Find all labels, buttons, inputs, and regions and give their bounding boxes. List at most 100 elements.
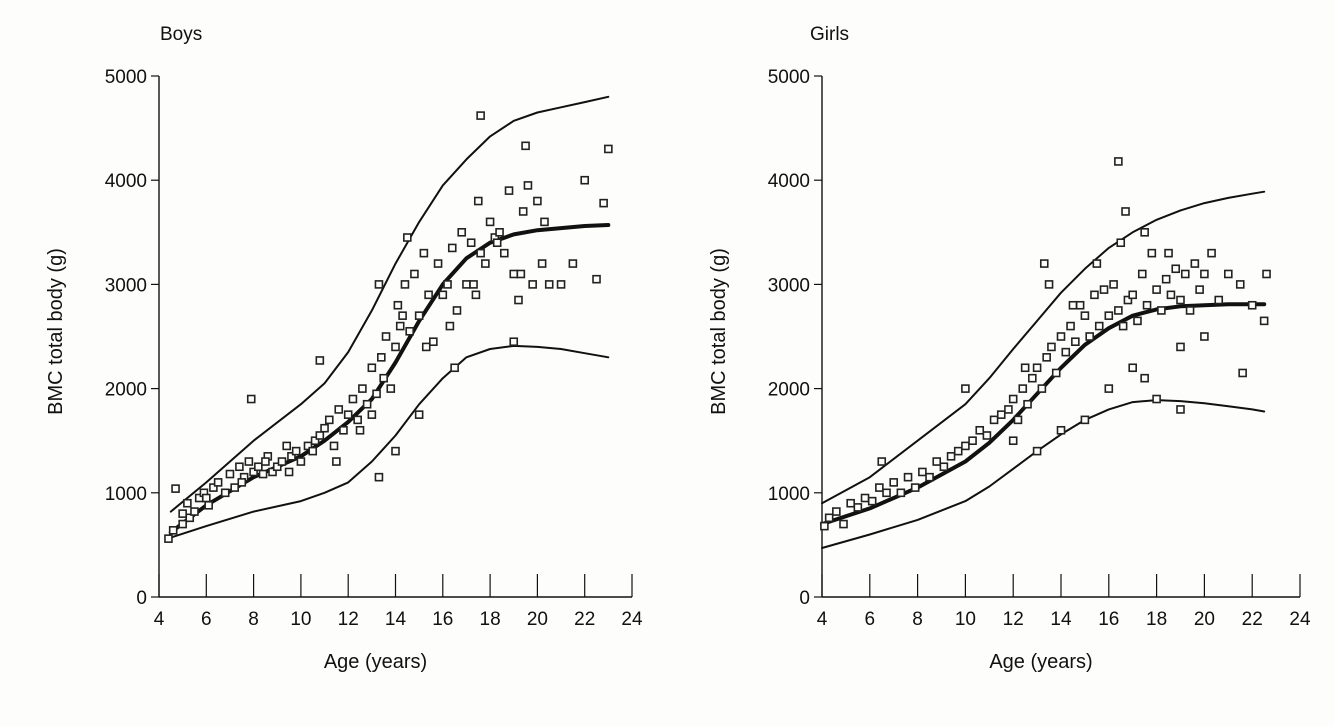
data-point [1114, 306, 1123, 315]
data-point [1214, 295, 1224, 305]
data-point [495, 228, 504, 237]
data-point [419, 248, 429, 258]
y-tick-label: 4000 [768, 171, 810, 192]
data-point [592, 274, 601, 284]
data-point [1200, 269, 1209, 279]
data-point [509, 269, 519, 279]
panel-title: Boys [160, 24, 202, 45]
data-point [860, 493, 870, 503]
data-point [374, 472, 384, 482]
data-point [1137, 269, 1147, 279]
data-point [853, 503, 863, 512]
data-point [1071, 337, 1080, 347]
data-point [1080, 415, 1090, 425]
data-point [1147, 248, 1157, 258]
data-point [405, 326, 414, 336]
data-point [1008, 436, 1018, 446]
data-point [249, 467, 258, 477]
data-point [1032, 446, 1042, 456]
data-point [1032, 363, 1042, 373]
data-point [1044, 280, 1054, 289]
data-point [471, 290, 481, 300]
data-point [875, 483, 884, 492]
data-point [953, 446, 963, 456]
x-tick-label: 6 [201, 609, 212, 630]
y-tick-label: 0 [136, 588, 147, 609]
data-point [1238, 368, 1247, 378]
data-point [339, 425, 348, 435]
y-tick-label: 0 [799, 588, 810, 609]
data-point [968, 436, 977, 446]
y-axis-title: BMC total body (g) [708, 248, 730, 415]
data-point [310, 436, 320, 446]
data-point [1020, 363, 1030, 373]
data-point [1023, 399, 1032, 409]
data-point [1171, 264, 1181, 274]
data-point [332, 457, 341, 466]
data-point [1104, 311, 1114, 320]
data-point [466, 238, 476, 248]
y-tick-label: 1000 [105, 484, 147, 505]
data-point [820, 521, 829, 531]
x-tick-label: 10 [290, 609, 311, 630]
data-point [889, 478, 899, 487]
data-point [877, 457, 887, 466]
data-point [918, 467, 927, 477]
data-point [1259, 316, 1269, 326]
data-point [1066, 321, 1075, 331]
data-point [1247, 300, 1257, 310]
data-point [492, 238, 502, 248]
data-point [183, 498, 192, 508]
lower-curve [169, 344, 610, 539]
data-point [1028, 373, 1037, 383]
data-point [476, 248, 485, 258]
data-point [839, 519, 848, 529]
data-point [1056, 425, 1066, 435]
data-point [599, 198, 608, 208]
data-point [358, 384, 367, 393]
data-point [329, 441, 339, 451]
data-point [1262, 269, 1271, 279]
data-point [533, 196, 542, 206]
data-point [521, 141, 530, 151]
data-point [258, 469, 268, 479]
data-point [1080, 311, 1090, 320]
x-tick-label: 22 [1242, 609, 1263, 630]
data-point [1094, 321, 1104, 331]
data-point [1200, 332, 1209, 341]
data-point [377, 353, 386, 362]
data-point [896, 488, 906, 498]
data-point [485, 217, 495, 227]
data-point [1004, 405, 1013, 414]
data-point [438, 290, 448, 300]
data-point [903, 472, 913, 482]
data-point [452, 306, 462, 315]
data-point [910, 483, 920, 492]
y-axis-title: BMC total body (g) [45, 248, 67, 415]
data-point [447, 243, 457, 253]
data-point [410, 269, 419, 279]
y-tick-label: 1000 [768, 484, 810, 505]
data-point [291, 446, 301, 456]
y-tick-label: 2000 [768, 380, 810, 401]
x-tick-label: 16 [432, 609, 453, 630]
data-point [996, 410, 1006, 419]
data-point [381, 332, 391, 341]
data-point [178, 509, 187, 518]
data-point [303, 441, 313, 451]
data-point [429, 337, 438, 347]
x-tick-label: 24 [621, 609, 643, 630]
x-tick-label: 12 [1003, 609, 1024, 630]
data-point [1133, 316, 1142, 326]
x-tick-label: 6 [865, 609, 876, 630]
data-point [961, 441, 970, 451]
data-point [235, 462, 244, 472]
data-point [421, 342, 431, 352]
y-tick-label: 5000 [105, 67, 147, 88]
x-tick-label: 8 [248, 609, 259, 630]
data-point [391, 342, 400, 352]
data-point [209, 483, 218, 492]
x-tick-label: 18 [480, 609, 501, 630]
x-axis-title: Age (years) [989, 651, 1092, 673]
